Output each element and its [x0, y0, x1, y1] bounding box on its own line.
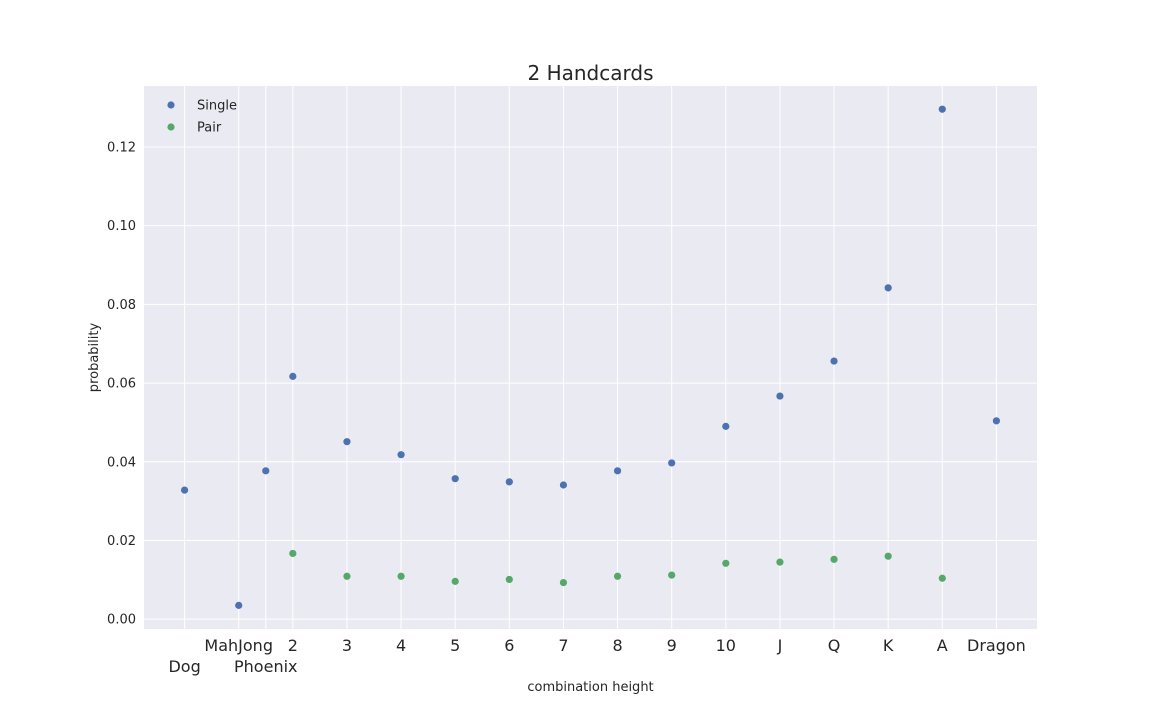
single-point — [289, 372, 297, 380]
pair-point — [397, 572, 405, 580]
x-tick-label: Dog — [168, 657, 200, 676]
pair-point — [343, 572, 351, 580]
pair-point — [884, 552, 892, 560]
y-tick-label: 0.06 — [107, 377, 136, 392]
x-tick-label: 5 — [450, 636, 460, 655]
single-point — [180, 486, 189, 494]
single-legend-label: Single — [197, 99, 237, 114]
y-tick-labels: 0.00 0.02 0.04 0.06 0.08 0.10 0.12 — [107, 140, 136, 627]
x-tick-label: A — [937, 636, 948, 655]
pair-point — [613, 572, 622, 580]
y-tick-label: 0.04 — [107, 455, 136, 470]
x-tick-label: 4 — [396, 636, 406, 655]
pair-point — [505, 575, 513, 584]
x-tick-label: 6 — [504, 636, 514, 655]
pair-point — [776, 558, 784, 566]
pair-point — [722, 559, 730, 567]
single-point — [992, 417, 1001, 425]
x-gridlines — [184, 86, 997, 629]
y-axis-label: probability — [87, 323, 102, 393]
x-tick-label: Q — [828, 636, 841, 655]
single-point — [262, 467, 270, 475]
data-points — [180, 105, 1001, 609]
pair-point — [451, 577, 459, 585]
single-point — [722, 422, 730, 430]
single-point — [613, 467, 622, 475]
single-point — [451, 475, 459, 483]
y-tick-label: 0.00 — [107, 613, 136, 628]
y-tick-label: 0.02 — [107, 534, 136, 549]
single-point — [505, 478, 513, 486]
single-point — [343, 438, 351, 446]
x-tick-label: 10 — [716, 636, 736, 655]
pair-point — [668, 571, 676, 579]
plot-area — [144, 86, 1037, 629]
y-tick-label: 0.10 — [107, 219, 136, 234]
x-tick-label: 2 — [288, 636, 298, 655]
single-point — [559, 481, 568, 489]
x-tick-label: MahJong — [204, 636, 273, 655]
pair-point — [938, 574, 946, 582]
single-point — [235, 601, 243, 609]
single-point — [884, 284, 892, 292]
pair-point — [830, 555, 838, 563]
pair-legend-marker — [167, 123, 175, 131]
x-axis-label: combination height — [527, 680, 653, 695]
chart-title: 2 Handcards — [528, 61, 654, 85]
legend: Single Pair — [167, 99, 237, 136]
x-tick-label: 3 — [342, 636, 352, 655]
x-tick-label: 9 — [667, 636, 677, 655]
pair-point — [289, 549, 297, 558]
x-tick-label: 8 — [612, 636, 622, 655]
single-point — [776, 392, 784, 400]
single-point — [668, 459, 676, 467]
single-legend-marker — [167, 101, 175, 109]
single-point — [938, 105, 946, 113]
x-tick-label: Phoenix — [234, 657, 297, 676]
single-point — [397, 451, 405, 459]
x-tick-label: Dragon — [967, 636, 1026, 655]
x-tick-label: K — [883, 636, 894, 655]
pair-point — [559, 578, 568, 587]
x-tick-label: 7 — [558, 636, 568, 655]
y-tick-label: 0.08 — [107, 298, 136, 313]
y-tick-label: 0.12 — [107, 140, 136, 155]
x-tick-label: J — [777, 636, 783, 655]
pair-legend-label: Pair — [197, 121, 222, 136]
single-point — [830, 357, 838, 365]
